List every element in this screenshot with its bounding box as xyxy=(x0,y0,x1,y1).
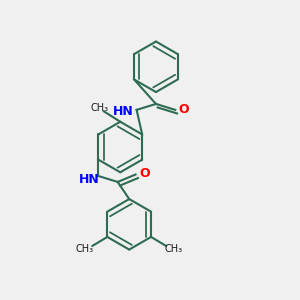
Text: CH₃: CH₃ xyxy=(76,244,94,254)
Text: HN: HN xyxy=(113,105,134,118)
Text: CH₃: CH₃ xyxy=(90,103,109,113)
Text: HN: HN xyxy=(79,173,100,186)
Text: O: O xyxy=(139,167,150,179)
Text: O: O xyxy=(179,103,190,116)
Text: CH₃: CH₃ xyxy=(164,244,182,254)
